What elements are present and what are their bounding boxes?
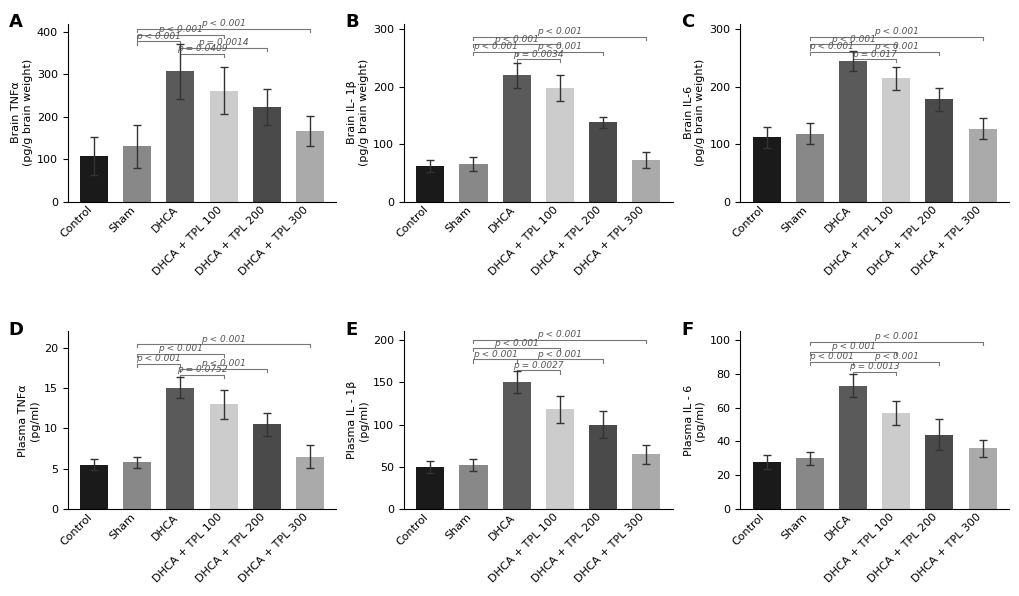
Text: p < 0.001: p < 0.001 — [201, 19, 246, 28]
Text: p < 0.001: p < 0.001 — [201, 359, 246, 368]
Text: p = 0.0752: p = 0.0752 — [176, 365, 227, 374]
Bar — [123, 462, 151, 509]
Text: p < 0.001: p < 0.001 — [829, 35, 874, 44]
Bar — [459, 465, 487, 509]
Bar — [502, 382, 530, 509]
Bar — [209, 404, 237, 509]
Y-axis label: Brain TNFα
(pg/g brain weight): Brain TNFα (pg/g brain weight) — [11, 59, 33, 166]
Text: F: F — [681, 321, 693, 339]
Y-axis label: Plasma IL - 6
(pg/ml): Plasma IL - 6 (pg/ml) — [683, 384, 705, 456]
Text: p < 0.001: p < 0.001 — [472, 350, 517, 359]
Bar — [166, 388, 195, 509]
Text: p < 0.001: p < 0.001 — [808, 42, 853, 51]
Y-axis label: Plasma TNFα
(pg/ml): Plasma TNFα (pg/ml) — [18, 384, 40, 457]
Text: p = 0.0027: p = 0.0027 — [513, 361, 564, 370]
Text: p < 0.001: p < 0.001 — [494, 35, 539, 44]
Bar — [296, 131, 324, 201]
Bar — [209, 91, 237, 201]
Text: p < 0.001: p < 0.001 — [472, 42, 517, 51]
Bar — [924, 434, 953, 509]
Text: p < 0.001: p < 0.001 — [537, 27, 582, 36]
Bar — [881, 412, 909, 509]
Bar — [752, 462, 780, 509]
Bar — [79, 465, 108, 509]
Bar — [968, 129, 996, 201]
Bar — [795, 458, 823, 509]
Text: p = 0.0409: p = 0.0409 — [176, 45, 227, 54]
Bar — [545, 409, 574, 509]
Bar — [881, 78, 909, 201]
Text: p < 0.001: p < 0.001 — [873, 352, 918, 361]
Bar — [123, 147, 151, 201]
Text: p < 0.001: p < 0.001 — [873, 27, 918, 36]
Text: E: E — [344, 321, 357, 339]
Text: p < 0.001: p < 0.001 — [537, 350, 582, 359]
Y-axis label: Plasma IL - 1β
(pg/ml): Plasma IL - 1β (pg/ml) — [347, 381, 369, 460]
Bar — [752, 137, 780, 201]
Text: p < 0.001: p < 0.001 — [537, 330, 582, 339]
Text: p < 0.001: p < 0.001 — [158, 344, 203, 353]
Bar — [545, 88, 574, 201]
Bar — [416, 166, 444, 201]
Bar — [502, 75, 530, 201]
Text: p = 0.0014: p = 0.0014 — [198, 38, 249, 47]
Text: D: D — [8, 321, 23, 339]
Bar — [296, 457, 324, 509]
Bar — [795, 134, 823, 201]
Bar — [839, 386, 866, 509]
Text: p < 0.001: p < 0.001 — [494, 339, 539, 347]
Bar — [632, 454, 659, 509]
Text: p < 0.001: p < 0.001 — [808, 352, 853, 361]
Bar — [253, 424, 280, 509]
Text: p < 0.001: p < 0.001 — [873, 42, 918, 51]
Text: p < 0.001: p < 0.001 — [158, 26, 203, 35]
Bar — [166, 71, 195, 201]
Text: p < 0.001: p < 0.001 — [537, 42, 582, 51]
Text: p < 0.001: p < 0.001 — [873, 332, 918, 341]
Bar — [839, 61, 866, 201]
Text: p = 0.0013: p = 0.0013 — [849, 362, 899, 371]
Text: p < 0.001: p < 0.001 — [137, 354, 181, 363]
Bar — [416, 467, 444, 509]
Text: p < 0.001: p < 0.001 — [137, 32, 181, 41]
Bar — [968, 448, 996, 509]
Text: p < 0.001: p < 0.001 — [201, 334, 246, 343]
Text: p < 0.001: p < 0.001 — [829, 342, 874, 351]
Bar — [253, 107, 280, 201]
Bar — [589, 424, 616, 509]
Bar — [79, 156, 108, 201]
Bar — [589, 122, 616, 201]
Bar — [632, 160, 659, 201]
Text: C: C — [681, 13, 694, 31]
Text: B: B — [344, 13, 359, 31]
Y-axis label: Brain IL-6
(pg/g brain weight): Brain IL-6 (pg/g brain weight) — [683, 59, 704, 166]
Text: A: A — [8, 13, 22, 31]
Bar — [459, 164, 487, 201]
Y-axis label: Brain IL- 1β
(pg/g brain weight): Brain IL- 1β (pg/g brain weight) — [347, 59, 369, 166]
Text: p = 0.017: p = 0.017 — [851, 49, 896, 58]
Text: p = 0.0034: p = 0.0034 — [513, 49, 564, 58]
Bar — [924, 100, 953, 201]
